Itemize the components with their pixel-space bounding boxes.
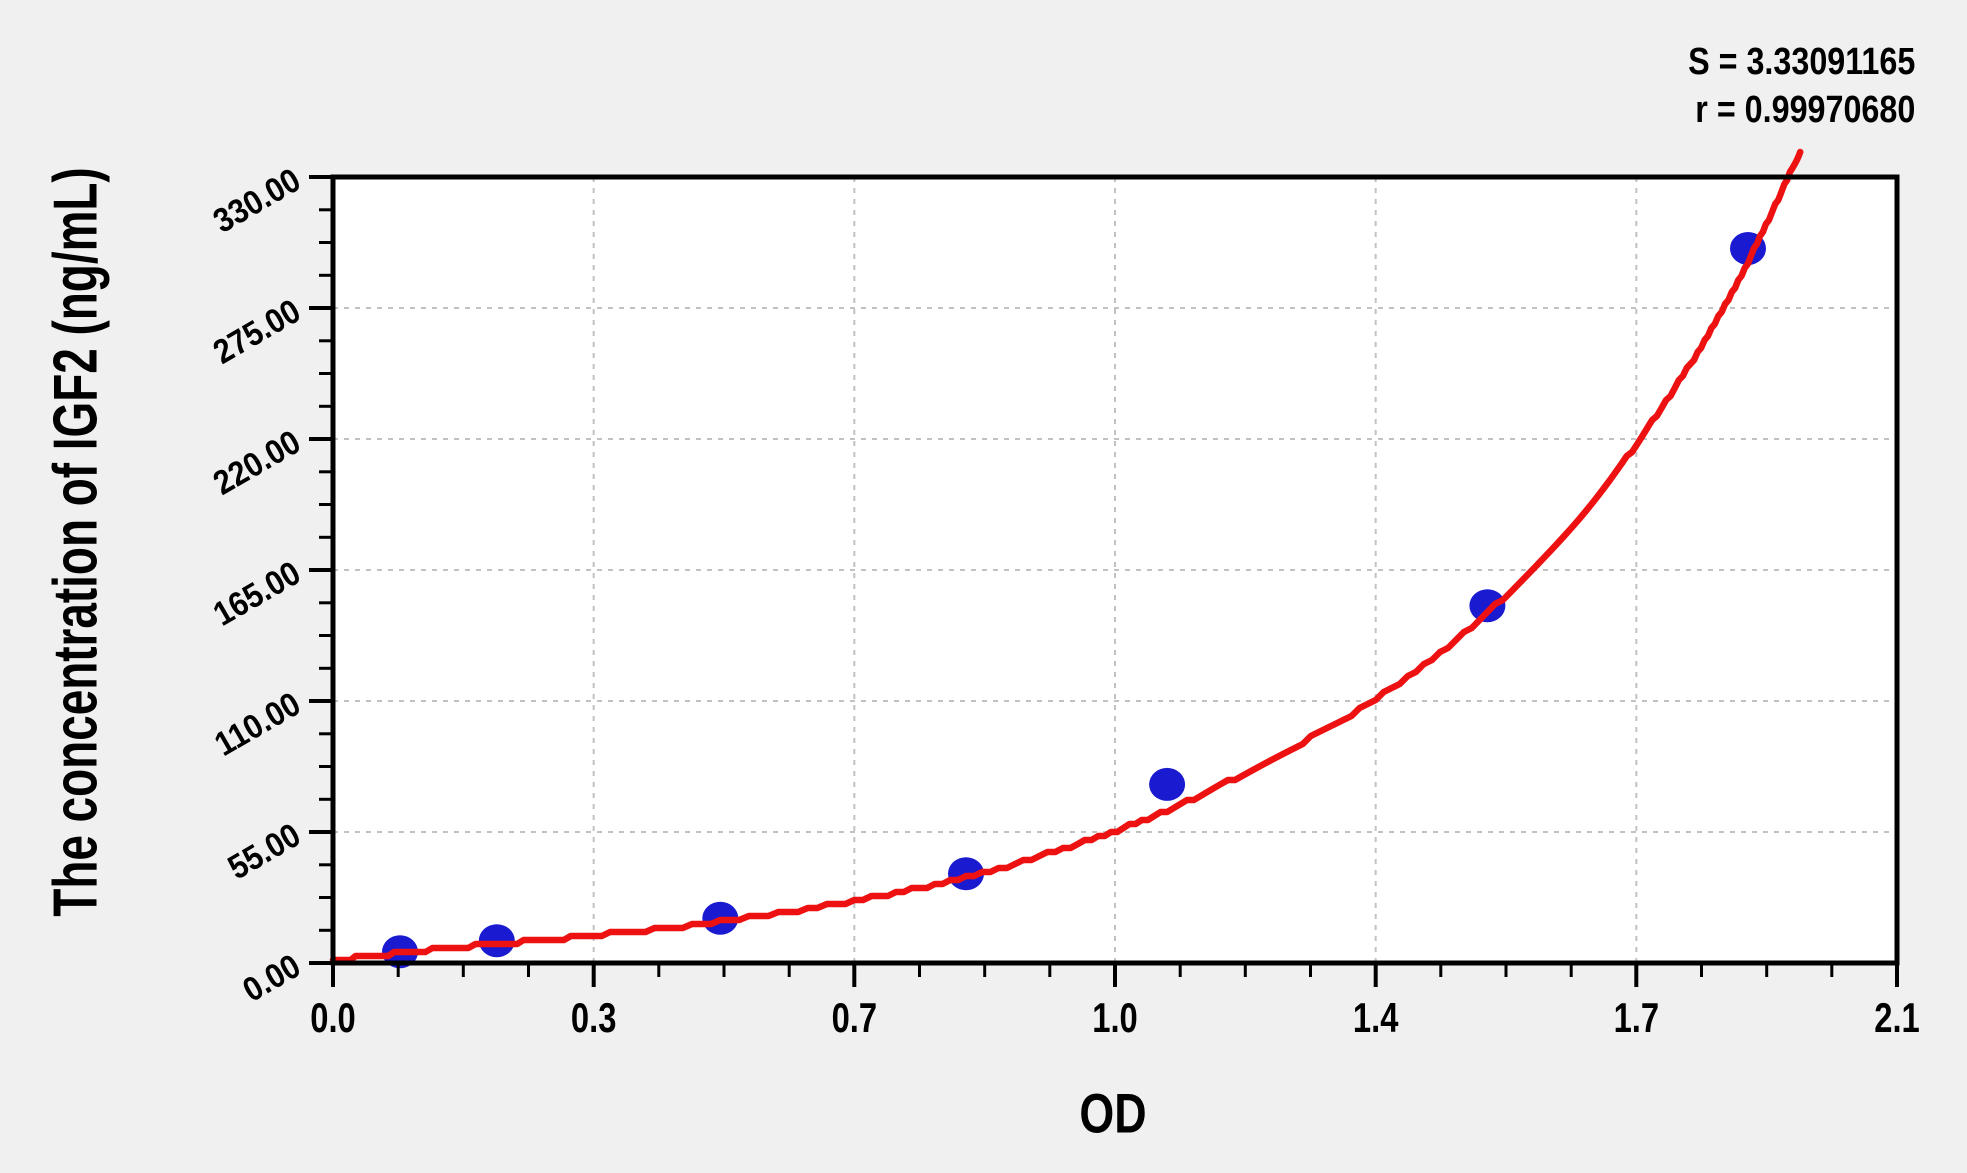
fit-stat-r: r = 0.99970680	[1694, 89, 1915, 131]
y-axis-title: The concentration of IGF2 (ng/mL)	[41, 167, 111, 917]
data-point	[1149, 767, 1186, 801]
fit-stat-s: S = 3.33091165	[1687, 41, 1915, 83]
y-tick-label: 275.00	[207, 292, 307, 372]
x-axis-title: OD	[1079, 1081, 1147, 1145]
x-tick-label: 1.0	[1092, 994, 1138, 1041]
y-tick-label: 55.00	[221, 816, 306, 887]
y-tick-label: 110.00	[208, 685, 306, 764]
x-tick-label: 1.4	[1353, 994, 1399, 1041]
fit-curve	[329, 148, 1804, 964]
y-tick-label: 0.00	[236, 947, 306, 1010]
y-tick-label: 330.00	[207, 161, 307, 241]
x-tick-label: 0.3	[571, 994, 617, 1041]
y-tick-label: 165.00	[207, 554, 307, 634]
x-tick-label: 0.0	[310, 994, 356, 1041]
x-tick-label: 2.1	[1874, 994, 1920, 1041]
data-point	[1469, 589, 1506, 623]
x-tick-label: 0.7	[832, 994, 878, 1041]
fit-statistics: S = 3.33091165 r = 0.99970680	[1688, 38, 1915, 134]
x-tick-label: 1.7	[1614, 994, 1660, 1041]
y-tick-label: 220.00	[207, 423, 307, 503]
data-point	[478, 924, 515, 958]
